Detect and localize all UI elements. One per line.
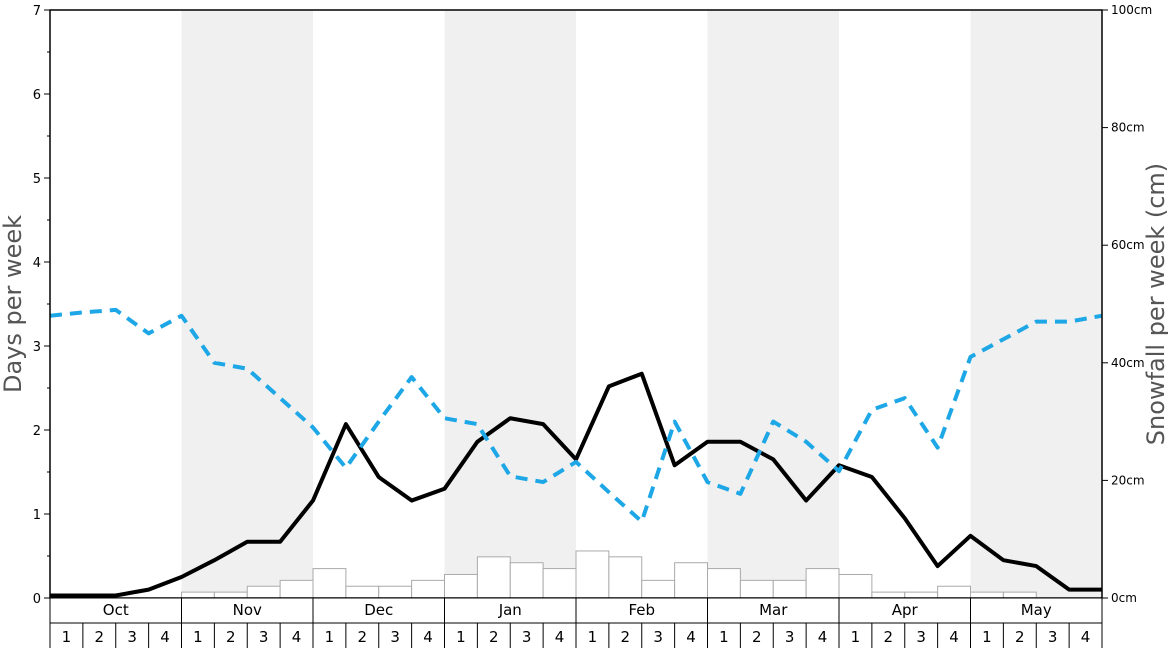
month-shading: [181, 10, 1102, 598]
left-axis-title: Days per week: [0, 215, 27, 393]
week-label: 1: [851, 628, 861, 646]
left-tick-label: 0: [33, 592, 41, 607]
week-label: 4: [818, 628, 828, 646]
week-label: 1: [325, 628, 335, 646]
solid-line: [50, 371, 1102, 598]
snowfall-bar: [641, 579, 676, 599]
week-label: 2: [621, 628, 631, 646]
snowfall-bar: [805, 568, 840, 599]
week-label: 3: [390, 628, 400, 646]
week-label: 2: [95, 628, 105, 646]
right-tick-label: 100cm: [1111, 3, 1152, 17]
week-label: 4: [686, 628, 696, 646]
snowfall-bar: [674, 562, 708, 599]
snowfall-bar: [1002, 591, 1037, 599]
month-label: May: [1021, 601, 1052, 619]
snowfall-bar: [411, 579, 445, 599]
week-label: 3: [653, 628, 663, 646]
right-tick-label: 40cm: [1111, 356, 1145, 370]
snowfall-bar: [575, 550, 610, 599]
left-tick-label: 6: [33, 88, 41, 103]
right-tick-label: 60cm: [1111, 238, 1145, 252]
month-label: Nov: [233, 601, 262, 619]
week-label: 4: [555, 628, 565, 646]
snowfall-bar: [213, 591, 248, 599]
right-tick-label: 20cm: [1111, 473, 1145, 487]
month-label: Feb: [628, 601, 655, 619]
left-tick-label: 3: [33, 340, 41, 355]
month-label: Apr: [892, 601, 919, 619]
snowfall-bar: [739, 579, 774, 599]
week-label: 4: [160, 628, 170, 646]
week-label: 1: [719, 628, 729, 646]
week-label: 3: [916, 628, 926, 646]
series-lines: [49, 307, 1103, 598]
snowfall-bar: [246, 585, 281, 599]
snowfall-bar: [345, 585, 380, 599]
snowfall-bar: [312, 568, 347, 599]
right-tick-label: 0cm: [1111, 591, 1137, 605]
month-label: Oct: [103, 601, 129, 619]
week-label: 4: [292, 628, 302, 646]
shade-jan: [444, 10, 576, 598]
shade-nov: [181, 10, 313, 598]
snowfall-bar: [279, 579, 314, 599]
week-label: 3: [785, 628, 795, 646]
week-label: 2: [752, 628, 762, 646]
left-axis: 0 1 2 3 4 5 6 7: [33, 4, 50, 607]
left-tick-label: 5: [33, 172, 41, 187]
shade-may: [970, 10, 1102, 598]
week-label: 3: [259, 628, 269, 646]
left-tick-label: 4: [33, 256, 41, 271]
week-label: 4: [949, 628, 959, 646]
snowfall-bar: [937, 585, 971, 599]
dashed-line: [49, 307, 1103, 524]
week-label: 4: [1081, 628, 1091, 646]
week-label: 3: [522, 628, 532, 646]
snowfall-bar: [772, 579, 807, 599]
week-label: 3: [1048, 628, 1058, 646]
week-label: 2: [226, 628, 236, 646]
snowfall-bar: [608, 556, 643, 599]
week-label: 1: [982, 628, 992, 646]
snowfall-bar: [904, 591, 939, 599]
week-label: 1: [193, 628, 203, 646]
snowfall-bar: [476, 556, 511, 599]
month-label: Dec: [364, 601, 393, 619]
left-tick-label: 7: [33, 4, 41, 19]
left-tick-label: 1: [33, 508, 41, 523]
snowfall-bar: [838, 573, 873, 599]
week-label: 1: [62, 628, 72, 646]
snowfall-bars: [181, 550, 1037, 599]
right-tick-label: 80cm: [1111, 121, 1145, 135]
week-label: 2: [884, 628, 894, 646]
week-label: 4: [423, 628, 433, 646]
snowfall-bar: [509, 562, 544, 599]
week-label: 2: [358, 628, 368, 646]
snowfall-bar: [378, 585, 413, 599]
month-label: Mar: [759, 601, 788, 619]
left-tick-label: 2: [33, 424, 41, 439]
week-label: 2: [1015, 628, 1025, 646]
snowfall-bar: [871, 591, 906, 599]
snowfall-bar: [181, 591, 215, 599]
week-label: 1: [456, 628, 466, 646]
snowfall-bar: [542, 568, 577, 599]
right-axis-title: Snowfall per week (cm): [1142, 163, 1168, 445]
week-label: 3: [127, 628, 137, 646]
snowfall-bar: [444, 573, 478, 599]
snowfall-bar: [707, 568, 741, 599]
right-axis: 0cm 20cm 40cm 60cm 80cm 100cm: [1102, 3, 1152, 605]
snowfall-bar: [970, 591, 1004, 599]
week-label: 2: [489, 628, 499, 646]
month-strip: Oct Nov Dec Jan Feb Mar Apr May: [49, 597, 1103, 624]
month-label: Jan: [498, 601, 522, 619]
week-label: 1: [588, 628, 598, 646]
shade-mar: [707, 10, 839, 598]
week-strip: 1 2 3 4 1 2 3 4 1 2 3 4 1 2 3 4 1 2 3 4 1 2 3 4 1 2 3 4 1 2 3 4: [49, 622, 1103, 648]
